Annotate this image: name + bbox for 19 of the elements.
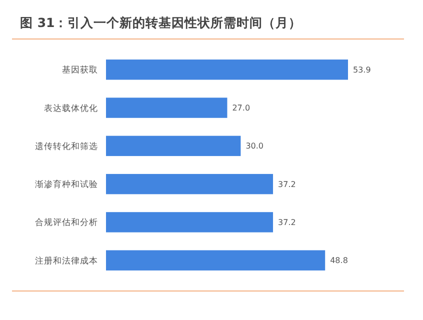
data-label: 37.2 [278,218,296,228]
bar [106,250,326,270]
data-label: 30.0 [246,142,264,151]
data-label: 48.8 [330,256,348,266]
bar [106,136,241,156]
y-tick-label: 合规评估和分析 [35,217,98,228]
data-label: 53.9 [353,65,371,74]
chart-title: 图 31：引入一个新的转基因性状所需时间（月） [20,15,302,30]
data-label: 27.0 [232,104,250,113]
y-tick-label: 基因获取 [62,64,98,76]
y-tick-label: 注册和法律成本 [35,255,98,266]
data-label: 37.2 [278,180,296,189]
y-tick-label: 渐渗育种和试验 [35,179,98,190]
y-tick-label: 表达载体优化 [44,102,98,114]
bar [106,98,228,118]
bar [106,60,348,80]
bar [106,174,274,194]
y-tick-label: 遗传转化和筛选 [35,140,98,152]
bar [106,212,274,232]
